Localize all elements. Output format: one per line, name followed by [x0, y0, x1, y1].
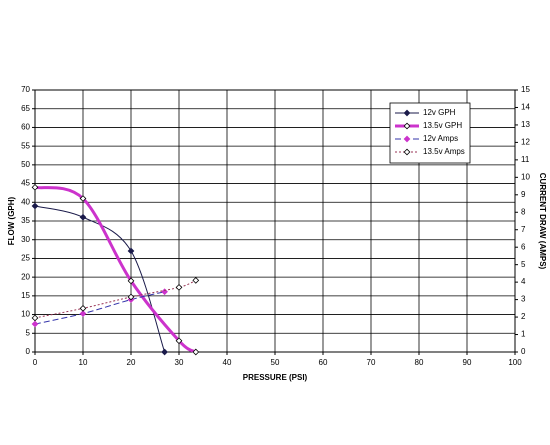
- x-tick-label: 30: [175, 358, 184, 367]
- x-tick-label: 60: [319, 358, 328, 367]
- legend-marker: [403, 122, 411, 130]
- y2-tick-label: 15: [521, 85, 530, 94]
- marker: [79, 304, 87, 312]
- y-tick-label: 40: [21, 197, 30, 206]
- marker: [79, 195, 87, 202]
- x-tick-label: 70: [367, 358, 376, 367]
- legend-label: 12v Amps: [423, 134, 458, 143]
- marker: [127, 293, 135, 301]
- y2-tick-label: 3: [521, 295, 526, 304]
- y2-tick-label: 9: [521, 190, 526, 199]
- x-axis-title: PRESSURE (PSI): [243, 373, 308, 382]
- y2-tick-label: 6: [521, 242, 526, 251]
- x-tick-label: 100: [508, 358, 522, 367]
- marker: [31, 320, 39, 328]
- marker: [192, 277, 200, 284]
- legend-label: 13.5v GPH: [423, 121, 462, 130]
- y-tick-label: 55: [21, 141, 30, 150]
- y2-tick-label: 1: [521, 330, 526, 339]
- y-tick-label: 20: [21, 272, 30, 281]
- y2-tick-label: 2: [521, 312, 526, 321]
- series-line: [34, 205, 166, 353]
- x-tick-label: 50: [271, 358, 280, 367]
- y2-tick-label: 7: [521, 225, 526, 234]
- y2-tick-label: 5: [521, 260, 526, 269]
- y-tick-label: 70: [21, 85, 30, 94]
- y-tick-label: 15: [21, 291, 30, 300]
- marker: [127, 277, 135, 285]
- marker: [192, 348, 200, 356]
- y2-tick-label: 4: [521, 277, 526, 286]
- y2-tick-label: 10: [521, 172, 530, 181]
- marker: [79, 213, 87, 221]
- y-tick-label: 60: [21, 123, 30, 132]
- marker: [31, 314, 39, 322]
- y-tick-label: 10: [21, 310, 30, 319]
- x-tick-label: 10: [79, 358, 88, 367]
- y-tick-label: 5: [26, 328, 31, 337]
- x-tick-label: 20: [127, 358, 136, 367]
- x-tick-label: 40: [223, 358, 232, 367]
- y2-tick-label: 12: [521, 138, 530, 147]
- marker: [31, 202, 39, 210]
- legend-label: 13.5v Amps: [423, 147, 465, 156]
- marker: [161, 348, 168, 356]
- legend-marker: [403, 148, 411, 156]
- y-tick-label: 25: [21, 254, 30, 263]
- y2-tick-label: 11: [521, 155, 530, 164]
- x-tick-label: 0: [33, 358, 38, 367]
- y-tick-label: 65: [21, 104, 30, 113]
- y-tick-label: 50: [21, 160, 30, 169]
- y-tick-label: 35: [21, 216, 30, 225]
- series-line: [34, 279, 197, 319]
- y-tick-label: 45: [21, 179, 30, 188]
- y2-axis-title: CURRENT DRAW (AMPS): [538, 173, 547, 270]
- y2-tick-label: 8: [521, 207, 526, 216]
- y-tick-label: 0: [26, 347, 31, 356]
- y2-tick-label: 0: [521, 347, 526, 356]
- marker: [79, 310, 87, 317]
- series-line: [34, 291, 165, 325]
- legend-marker: [403, 135, 411, 143]
- y-axis-title: FLOW (GPH): [7, 196, 16, 245]
- marker: [127, 247, 135, 255]
- marker: [31, 183, 39, 191]
- marker: [175, 337, 183, 345]
- x-tick-label: 80: [415, 358, 424, 367]
- x-tick-label: 90: [463, 358, 472, 367]
- y-tick-label: 30: [21, 235, 30, 244]
- y2-tick-label: 13: [521, 120, 530, 129]
- marker: [175, 284, 183, 291]
- y2-tick-label: 14: [521, 103, 530, 112]
- legend-marker: [403, 109, 411, 117]
- legend-label: 12v GPH: [423, 108, 456, 117]
